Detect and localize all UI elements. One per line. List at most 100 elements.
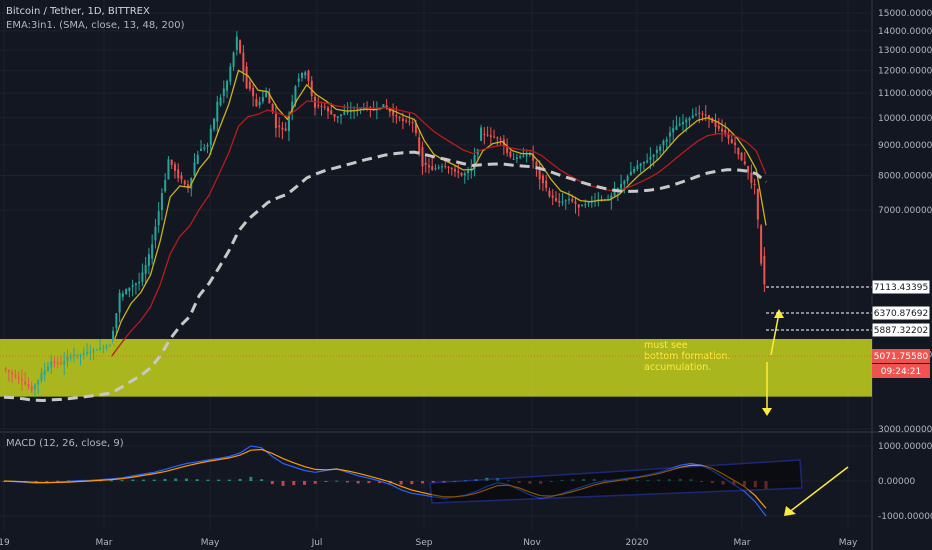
candle-body [454,169,457,172]
candle-body [307,70,310,81]
x-tick-label: May [839,538,858,548]
candle-body [525,155,528,157]
candle-body [125,289,128,295]
price-tag: 7113.43395 [874,283,928,293]
candle-body [431,166,434,170]
candle-body [581,205,584,207]
x-tick-label: 19 [0,538,10,548]
candle-body [108,345,111,347]
candle-body [691,115,694,119]
candle-body [252,87,255,97]
candle-body [434,168,437,170]
last-price-tag: 5071.75580 [874,352,929,362]
candle-body [704,114,707,116]
candle-body [414,123,417,134]
candle-body [157,210,160,226]
support-zone [0,338,872,397]
macd-histogram-bar [646,479,650,481]
macd-histogram-bar [131,479,135,481]
candle-body [721,128,724,132]
candle-body [639,163,642,166]
candle-body [714,121,717,127]
candle-body [437,167,440,169]
x-tick-label: Nov [523,538,541,548]
candle-body [440,166,443,168]
candle-body [284,128,287,131]
candle-body [564,200,567,202]
candle-body [200,148,203,151]
candle-body [411,122,414,124]
candle-body [577,204,580,208]
macd-histogram-bar [378,481,382,484]
candle-body [50,361,53,368]
macd-histogram-bar [710,481,714,484]
macd-histogram-bar [506,480,510,482]
macd-histogram-bar [184,478,188,481]
candle-body [209,128,212,146]
candle-body [53,361,56,363]
candle-body [138,281,141,284]
macd-histogram-bar [743,481,747,486]
macd-histogram-bar [367,481,371,484]
candle-body [681,122,684,125]
candle-body [678,123,681,126]
macd-histogram-bar [721,481,725,485]
candle-body [740,152,743,161]
candle-body [359,108,362,110]
candle-body [141,272,144,282]
price-tag-box [871,279,931,295]
macd-histogram-bar [174,478,178,481]
candle-body [480,127,483,141]
price-tag: 5887.32202 [874,326,928,336]
macd-histogram-bar [667,479,671,481]
candle-body [460,172,463,176]
candle-body [554,198,557,201]
candle-body [522,155,525,157]
candle-body [59,363,62,365]
y-tick-label: 15000.00000 [878,9,932,19]
candle-body [538,166,541,180]
candle-body [711,118,714,123]
macd-histogram-bar [270,481,274,485]
candle-body [258,101,261,106]
candle-body [186,184,189,188]
candle-body [229,66,232,82]
ema-fast-line [110,69,767,349]
candle-body [587,202,590,204]
candle-body [398,117,401,119]
price-tag-box [871,322,931,338]
candle-body [685,119,688,123]
candle-body [154,226,157,241]
candle-body [506,146,509,153]
macd-histogram-bar [335,480,339,482]
candle-body [336,116,339,118]
candle-body [118,292,121,313]
candle-body [463,173,466,176]
candle-body [82,353,85,355]
candle-body [473,154,476,170]
y-tick-label: 3000.00000 [878,425,932,435]
candle-body [561,201,564,203]
macd-histogram-bar [689,479,693,481]
candle-body [232,52,235,67]
candle-body [340,114,343,117]
candle-body [235,36,238,50]
candle-body [248,81,251,89]
candle-body [626,176,629,181]
macd-histogram-bar [560,479,564,481]
candle-body [623,180,626,185]
macd-tick-label: -1000.00000 [878,512,932,522]
macd-histogram-bar [56,480,60,482]
candle-body [63,360,66,365]
candle-body [105,346,108,348]
candle-body [151,244,154,259]
candle-body [95,349,98,351]
candle-body [245,66,248,89]
macd-histogram-bar [399,481,403,485]
candle-body [343,112,346,115]
candle-body [219,97,222,106]
annotation-line: accumulation. [644,362,711,373]
macd-legend: MACD (12, 26, close, 9) [6,438,124,449]
candle-body [535,161,538,170]
